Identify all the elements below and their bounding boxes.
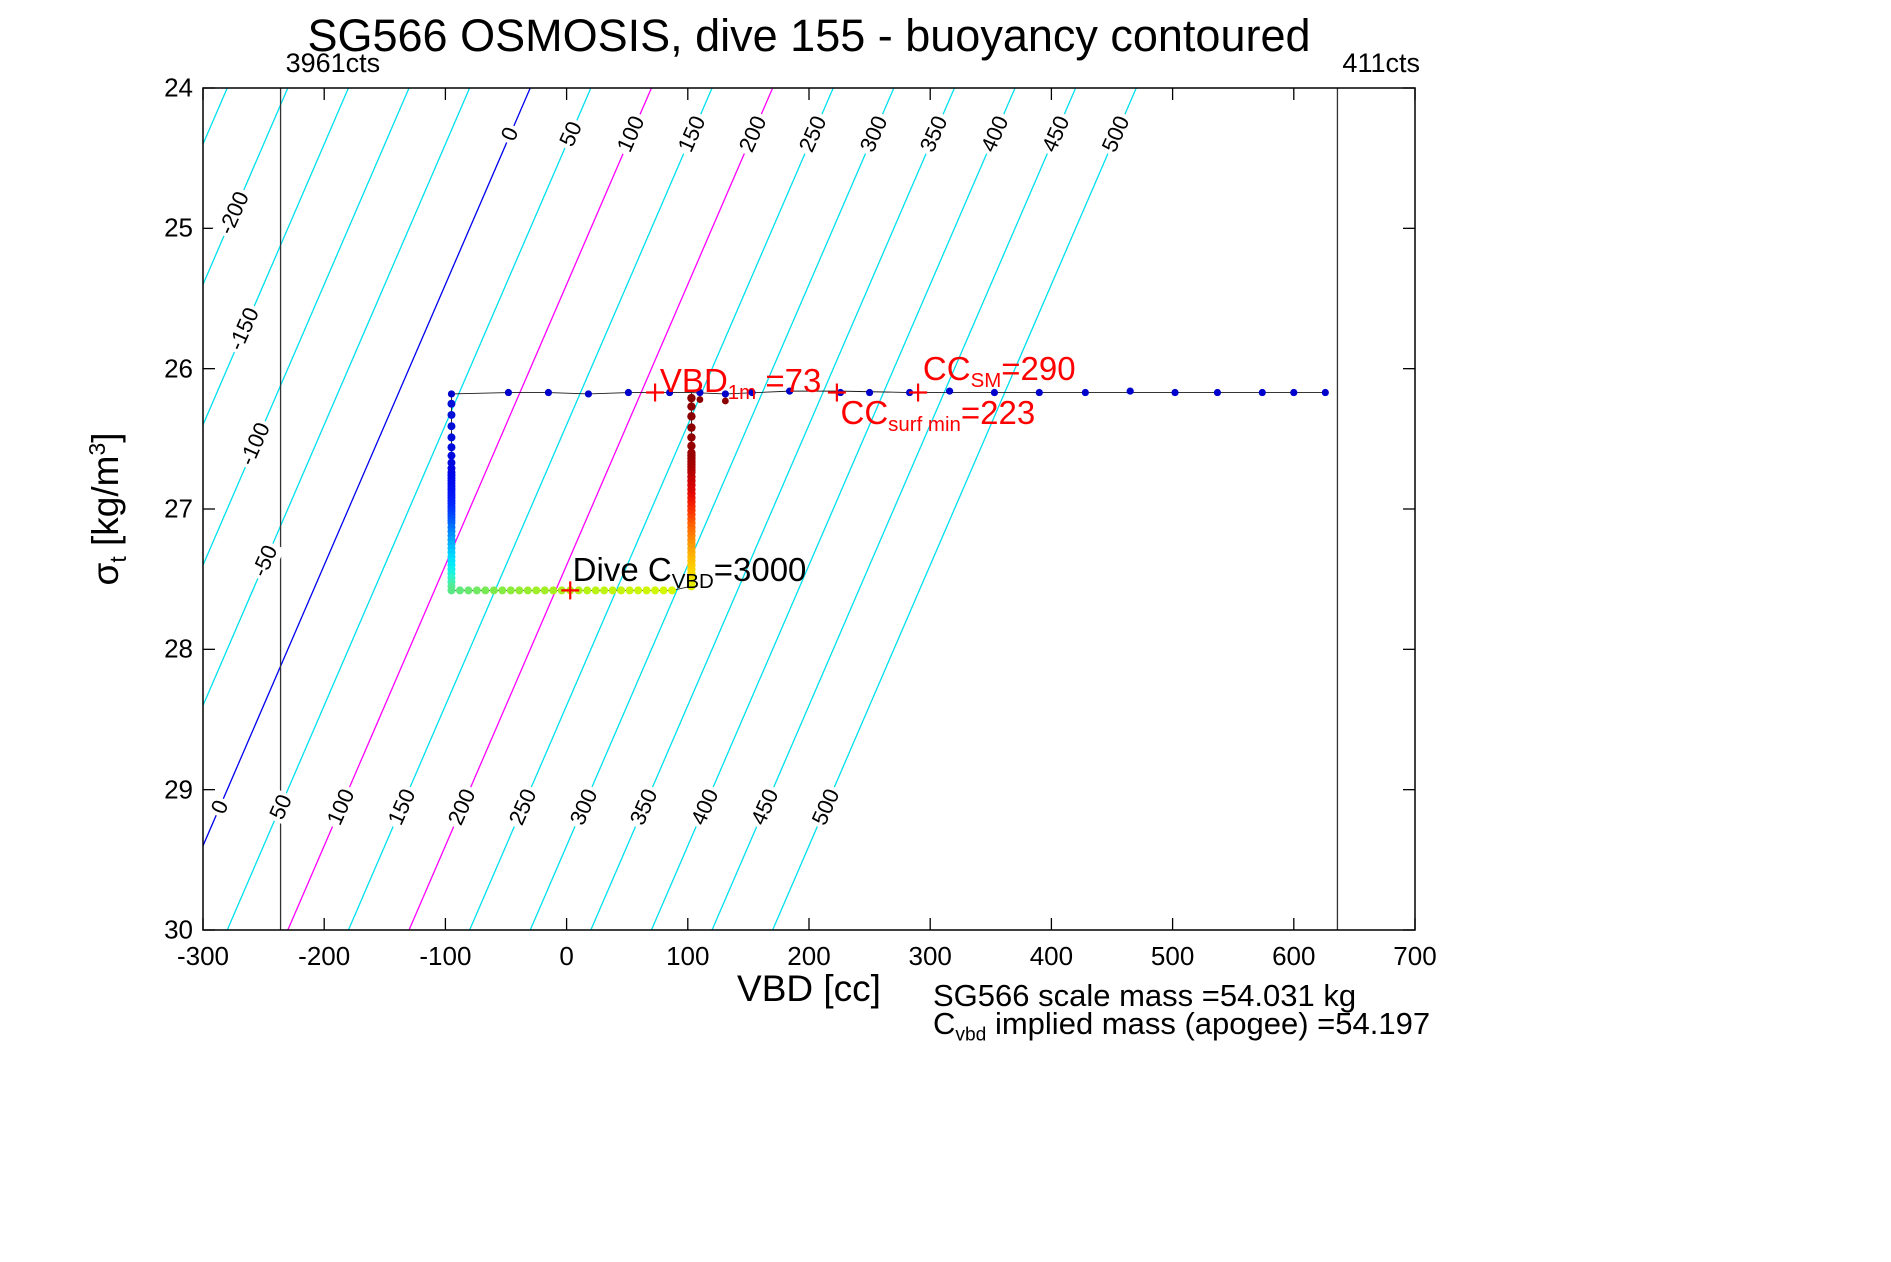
annotation-value: =3000 [713, 551, 807, 589]
y-tick-label: 29 [164, 774, 193, 805]
y-axis-label: σt [kg/m3] [84, 432, 132, 585]
x-tick-label: 700 [1393, 941, 1437, 971]
x-tick-label: -300 [176, 941, 230, 971]
annotation-main: CC [922, 350, 971, 388]
implied-mass-rest: implied mass (apogee) =54.197 [986, 1006, 1431, 1041]
x-tick-label: 0 [559, 941, 574, 971]
y-tick-label: 28 [164, 633, 193, 664]
y-tick-label: 26 [164, 353, 193, 384]
annotation-value: =73 [756, 361, 822, 399]
y-tick-label: 27 [164, 493, 193, 524]
annotation-cc-surf-min: CCsurf min=223 [841, 394, 1036, 437]
y-tick-label: 24 [164, 72, 193, 103]
implied-mass-main: C [933, 1006, 956, 1041]
implied-mass-text: Cvbd implied mass (apogee) =54.197 [933, 1006, 1430, 1047]
annotation-value: =223 [960, 393, 1036, 431]
x-tick-label: -200 [298, 941, 351, 971]
annotation-cc-sm: CCSM=290 [923, 350, 1076, 393]
annotation-dive-c-vbd: Dive CVBD=3000 [573, 551, 807, 594]
annotation-vbd-1m: VBD1m =73 [660, 362, 821, 405]
vbd-limit-lines [279, 88, 1339, 930]
x-tick-label: 400 [1029, 941, 1074, 971]
annotation-main: VBD [659, 361, 728, 399]
axis-ticks [202, 87, 1416, 931]
annotation-main: Dive C [572, 551, 672, 589]
calibration-plus-markers [561, 383, 928, 600]
x-tick-label: 300 [908, 941, 952, 971]
annotation-value: =290 [1001, 350, 1076, 388]
ylabel-sigma: σ [84, 562, 126, 586]
axes-box [202, 87, 1416, 931]
x-tick-label: 600 [1272, 941, 1316, 971]
annotation-main: CC [840, 393, 889, 431]
annotation-subscript: SM [970, 369, 1002, 393]
x-tick-label: 100 [666, 941, 710, 971]
y-tick-label: 30 [164, 914, 193, 945]
y-tick-label: 25 [164, 212, 193, 243]
x-tick-label: 500 [1150, 941, 1195, 971]
x-axis-label: VBD [cc] [737, 968, 881, 1009]
ylabel-superscript: 3 [84, 442, 111, 456]
implied-mass-subscript: vbd [955, 1024, 987, 1046]
x-tick-label: -100 [419, 941, 472, 971]
vbd-counts-label: 411cts [1342, 48, 1420, 78]
annotation-subscript: VBD [671, 570, 714, 594]
vbd-counts-label: 3961cts [285, 48, 381, 78]
scale-mass-text: SG566 scale mass =54.031 kg [933, 978, 1357, 1013]
x-tick-label: 200 [787, 941, 831, 971]
chart-title: SG566 OSMOSIS, dive 155 - buoyancy conto… [307, 10, 1311, 61]
dive-track-points [447, 387, 1329, 595]
ylabel-units-post: ] [84, 432, 126, 443]
annotation-subscript: 1m [727, 380, 757, 404]
ylabel-units-pre: [kg/m [84, 455, 126, 557]
ylabel-subscript: t [104, 556, 131, 563]
annotation-subscript: surf min [888, 413, 961, 437]
